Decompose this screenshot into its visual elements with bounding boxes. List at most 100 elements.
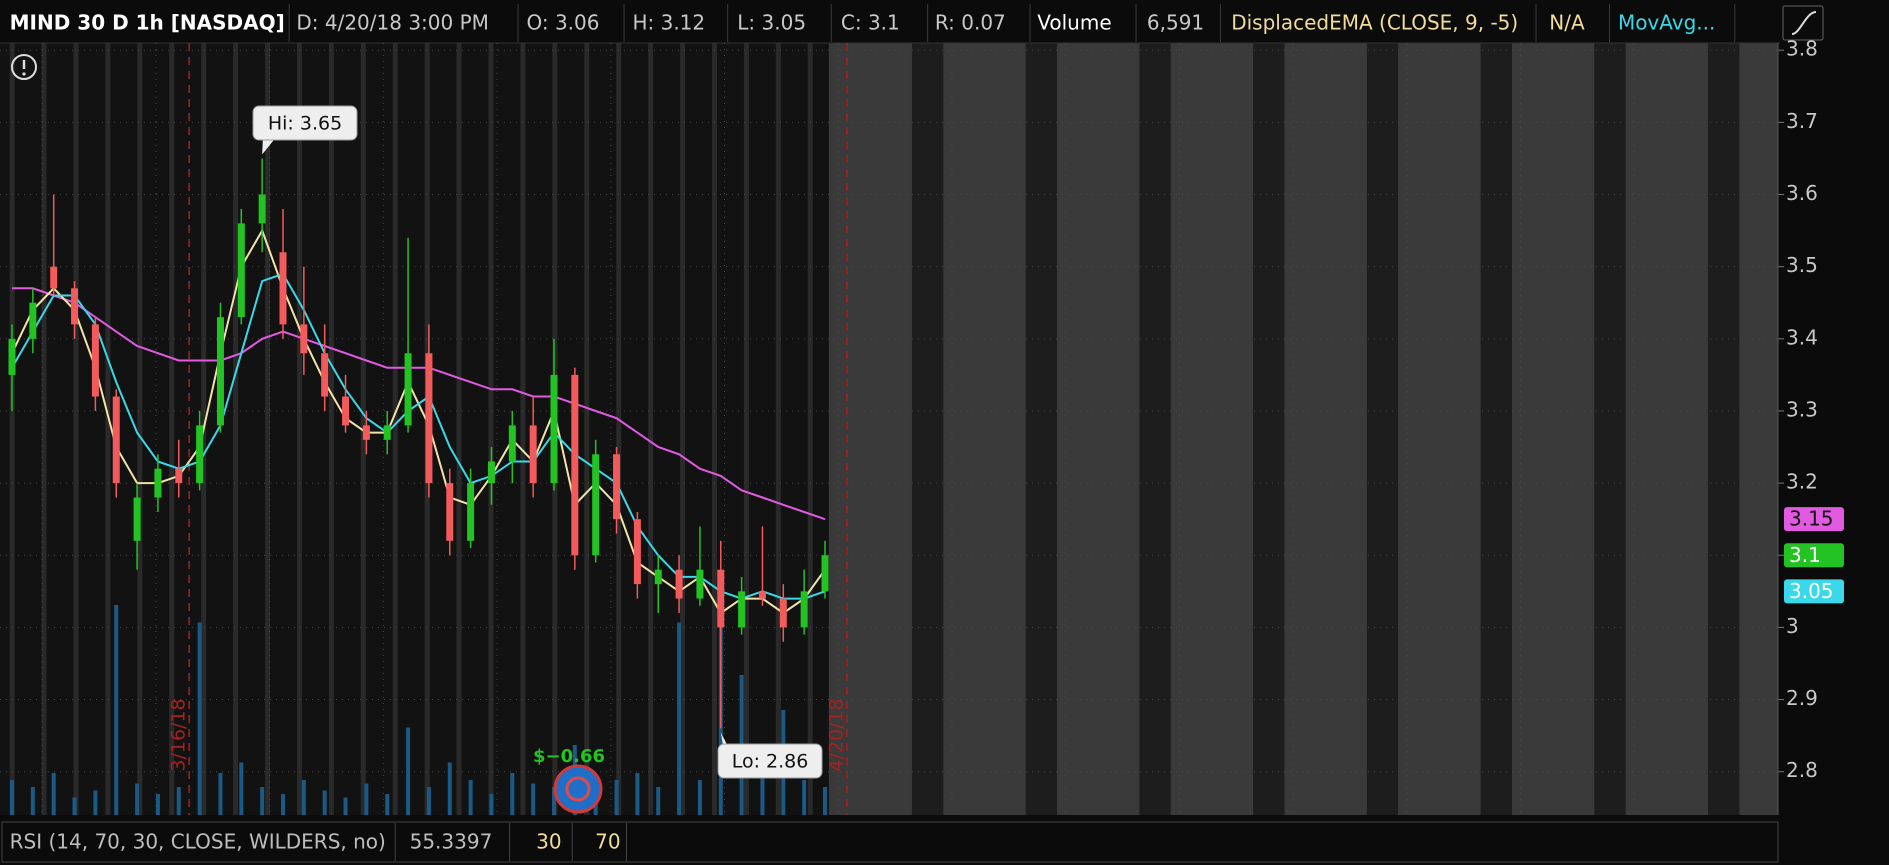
volume-bar <box>614 780 619 815</box>
footer-cell: 30 <box>536 830 561 854</box>
candle-body <box>425 353 433 484</box>
volume-bar <box>30 787 35 815</box>
hi-label: Hi: 3.65 <box>268 113 342 135</box>
header-cell: H: 3.12 <box>632 11 705 35</box>
candle-body <box>91 324 99 397</box>
lo-label-box <box>717 743 823 779</box>
volume-bar <box>823 787 827 815</box>
y-tick-label: 3.2 <box>1786 470 1818 494</box>
candle-body <box>216 317 224 426</box>
price-badge <box>1784 507 1844 532</box>
candle-body <box>133 497 141 541</box>
volume-bar <box>343 797 348 815</box>
y-tick-label: 3 <box>1786 614 1799 638</box>
session-stripe <box>1139 43 1171 815</box>
volume-bar <box>218 773 223 815</box>
session-stripe <box>680 43 686 815</box>
volume-bar <box>677 622 682 815</box>
candle-body <box>446 483 454 541</box>
volume-bar <box>552 787 556 815</box>
session-stripe <box>911 43 944 815</box>
candle-body <box>404 353 412 426</box>
candle-body <box>175 468 183 484</box>
session-stripe <box>520 43 526 815</box>
volume-bar <box>197 622 202 815</box>
session-stripe <box>73 43 79 815</box>
price-badge <box>1784 543 1844 568</box>
session-stripe <box>711 43 717 815</box>
footer-cell: 70 <box>595 830 620 854</box>
volume-bar <box>114 605 119 815</box>
session-stripe <box>392 43 398 815</box>
volume-bar <box>510 773 515 815</box>
candle-body <box>237 223 245 318</box>
hi-label-box <box>252 105 358 141</box>
hi-label-pointer <box>262 136 277 155</box>
candle-body <box>300 324 308 354</box>
price-badge-label: 3.05 <box>1789 579 1834 603</box>
header-cell: DisplacedEMA (CLOSE, 9, -5) <box>1231 11 1518 35</box>
volume-bar <box>260 787 265 815</box>
volume-bar <box>51 773 56 815</box>
volume-bar <box>239 762 244 815</box>
candle-body <box>696 569 704 599</box>
footer-cell: 55.3397 <box>410 830 493 854</box>
alert-icon-dot <box>22 72 26 76</box>
y-tick-label: 3.5 <box>1786 253 1818 277</box>
lo-label: Lo: 2.86 <box>732 751 809 773</box>
session-stripe <box>265 43 271 815</box>
candle-body <box>8 338 16 375</box>
session-stripe <box>488 43 494 815</box>
candle-body <box>758 591 766 599</box>
volume-bar <box>697 780 702 815</box>
price-badge <box>1784 579 1844 604</box>
y-tick-label: 3.6 <box>1786 181 1818 205</box>
volume-bar <box>426 787 431 815</box>
header-cell: 6,591 <box>1147 11 1204 35</box>
y-tick-label: 3.4 <box>1786 325 1818 349</box>
candle-body <box>633 519 641 585</box>
session-stripe <box>807 43 813 815</box>
session-stripe <box>1594 43 1626 815</box>
header-cell: R: 0.07 <box>935 11 1006 35</box>
header-cell: L: 3.05 <box>737 11 806 35</box>
session-stripe <box>1253 43 1285 815</box>
volume-bar <box>489 794 494 815</box>
volume-bar <box>93 790 98 815</box>
candle-body <box>738 591 746 628</box>
volume-bar <box>10 780 14 815</box>
candle-body <box>258 194 266 224</box>
header-cell: D: 4/20/18 3:00 PM <box>296 11 489 35</box>
candle-body <box>487 461 495 484</box>
session-stripe <box>775 43 781 815</box>
candle-body <box>571 374 579 556</box>
dividend-icon <box>553 764 603 814</box>
candle-body <box>821 555 829 592</box>
candle-body <box>467 483 475 541</box>
dividend-label: $−0.66 <box>533 746 605 767</box>
date-marker-label: 4/20/18 <box>825 698 847 771</box>
alert-icon <box>11 54 37 80</box>
candle-body <box>279 252 287 325</box>
candle-body <box>800 591 808 628</box>
volume-bar <box>385 794 390 815</box>
candle-body <box>29 302 37 339</box>
candle-body <box>154 468 162 498</box>
session-stripe <box>233 43 239 815</box>
candle-body <box>529 425 537 484</box>
candle-body <box>71 288 79 325</box>
candle-body <box>508 425 516 462</box>
session-stripe <box>1025 43 1058 815</box>
y-tick-label: 2.9 <box>1786 686 1818 710</box>
header-cell: Volume <box>1037 11 1111 35</box>
volume-bar <box>802 780 807 815</box>
header-cell: O: 3.06 <box>526 11 599 35</box>
session-stripe <box>9 43 15 815</box>
session-stripe <box>137 43 143 815</box>
session-stripe <box>1480 43 1512 815</box>
session-stripe <box>743 43 749 815</box>
y-tick-label: 3.3 <box>1786 397 1818 421</box>
candle-body <box>383 425 391 440</box>
volume-bar <box>656 787 661 815</box>
